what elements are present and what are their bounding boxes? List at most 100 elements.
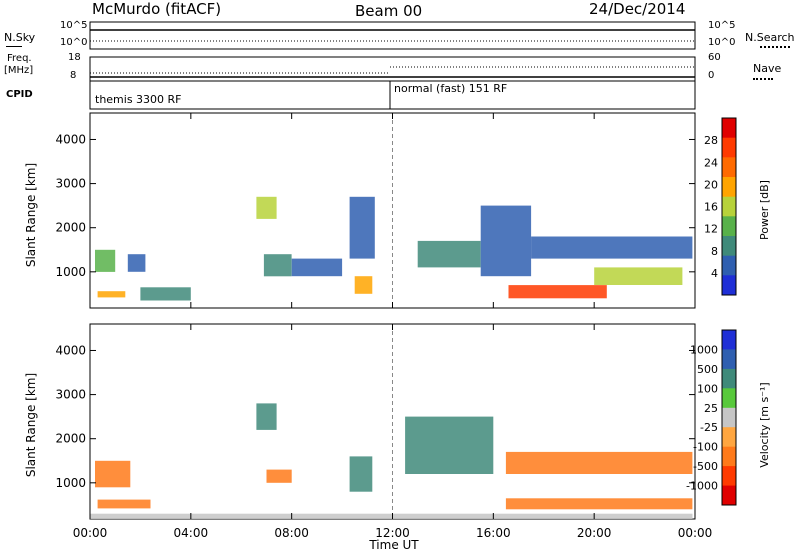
velocity-region	[405, 416, 494, 474]
power-cbar-tick: 20	[704, 178, 718, 191]
power-cbar-tick: 8	[711, 245, 718, 258]
power-cbar-tick: 4	[711, 267, 718, 280]
power-cbar-swatch	[722, 137, 736, 158]
power-region	[349, 196, 375, 259]
power-region	[594, 267, 683, 285]
nsky-legend-line	[6, 46, 22, 47]
power-cbar-swatch	[722, 236, 736, 257]
cpid-segment-1: themis 3300 RF	[95, 93, 182, 106]
velocity-ytick-label: 1000	[55, 476, 86, 490]
velocity-cbar-swatch	[722, 427, 736, 448]
nave-legend-line	[753, 78, 773, 80]
x-tick-label: 00:00	[73, 526, 108, 540]
nsearch-label: N.Search	[745, 31, 795, 44]
velocity-colorbar: 1000 500 100 25 -25 -100 -500 -1000	[686, 329, 737, 506]
power-region	[480, 205, 532, 277]
nsky-tick-bottom: 10^0	[60, 37, 88, 48]
velocity-region	[95, 460, 131, 488]
velocity-cbar-tick: 1000	[690, 343, 718, 356]
power-cbar-swatch	[722, 196, 736, 217]
nave-tick-top: 60	[708, 52, 721, 63]
nsky-strip-frame	[89, 21, 696, 50]
power-ytick-label: 4000	[55, 132, 86, 146]
velocity-ytick-label: 2000	[55, 432, 86, 446]
velocity-cbar-tick: -1000	[686, 480, 718, 493]
x-tick-label: 08:00	[274, 526, 309, 540]
nsearch-tick-bottom: 10^0	[708, 37, 736, 48]
nsearch-legend-line	[760, 46, 790, 48]
station-title: McMurdo (fitACF)	[92, 0, 222, 18]
power-cbar-tick: 24	[704, 156, 718, 169]
velocity-cbar-tick: 25	[704, 402, 718, 415]
power-region	[95, 249, 116, 272]
power-region	[508, 285, 607, 299]
power-ylabel: Slant Range [km]	[24, 163, 38, 267]
x-tick-label: 20:00	[577, 526, 612, 540]
power-cbar-label: Power [dB]	[758, 180, 771, 240]
power-cbar-swatch	[722, 177, 736, 198]
velocity-cbar-swatch	[722, 485, 736, 506]
velocity-ytick-label: 4000	[55, 343, 86, 357]
x-axis-label: Time UT	[368, 538, 419, 552]
velocity-region	[266, 469, 292, 483]
power-ytick-label: 3000	[55, 177, 86, 191]
velocity-cbar-label: Velocity [m s⁻¹]	[758, 382, 771, 467]
power-cbar-frame	[721, 117, 737, 296]
velocity-cbar-tick: -100	[693, 441, 718, 454]
velocity-cbar-swatch	[722, 330, 736, 350]
power-cbar-swatch	[722, 216, 736, 237]
power-colorbar: 4 8 12 16 20 24 28	[704, 117, 737, 296]
velocity-cbar-swatch	[722, 349, 736, 370]
power-region	[140, 287, 191, 301]
beam-title: Beam 00	[355, 2, 423, 20]
velocity-ytick-label: 3000	[55, 388, 86, 402]
velocity-cbar-tick: 100	[697, 382, 718, 395]
power-cbar-swatch	[722, 275, 736, 296]
power-cbar-swatch	[722, 157, 736, 178]
power-region	[531, 236, 693, 259]
power-region	[256, 196, 277, 219]
freq-unit-label: [MHz]	[4, 65, 34, 76]
velocity-region	[349, 456, 373, 492]
cpid-strip-frame	[89, 80, 696, 110]
power-panel: 1000 2000 3000 4000	[55, 112, 696, 309]
x-tick-label: 04:00	[174, 526, 209, 540]
velocity-region	[256, 403, 277, 430]
velocity-panel: 1000 2000 3000 4000 00:00 04:00 08:00 12:00 16:0…	[55, 323, 713, 540]
velocity-cbar-swatch	[722, 407, 736, 428]
power-region	[291, 258, 343, 277]
x-tick-label: 12:00	[375, 526, 410, 540]
velocity-cbar-swatch	[722, 466, 736, 486]
power-cbar-tick: 16	[704, 201, 718, 214]
power-cbar-tick: 12	[704, 223, 718, 236]
velocity-region	[90, 513, 693, 519]
nsky-label: N.Sky	[4, 31, 36, 44]
x-tick-label: 00:00	[678, 526, 713, 540]
cpid-segment-2: normal (fast) 151 RF	[394, 82, 508, 95]
velocity-region	[505, 451, 693, 474]
velocity-cbar-tick: 500	[697, 363, 718, 376]
power-cbar-swatch	[722, 255, 736, 276]
velocity-cbar-tick: -25	[700, 421, 718, 434]
power-ytick-label: 2000	[55, 221, 86, 235]
nsky-tick-top: 10^5	[60, 20, 88, 31]
power-region	[127, 254, 146, 272]
nave-tick-bottom: 0	[708, 70, 715, 81]
velocity-cbar-swatch	[722, 446, 736, 467]
nave-label: Nave	[753, 62, 782, 75]
cpid-label: CPID	[6, 89, 33, 100]
freq-label: Freq.	[7, 53, 32, 64]
power-cbar-swatch	[722, 118, 736, 139]
power-cbar-tick: 28	[704, 134, 718, 147]
velocity-cbar-swatch	[722, 388, 736, 409]
freq-tick-bottom: 8	[70, 70, 77, 81]
freq-tick-top: 18	[68, 52, 81, 63]
x-tick-label: 16:00	[476, 526, 511, 540]
velocity-cbar-swatch	[722, 368, 736, 389]
power-region	[263, 254, 292, 277]
velocity-region	[97, 499, 151, 509]
velocity-cbar-frame	[721, 329, 737, 506]
velocity-cbar-tick: -500	[693, 460, 718, 473]
date-title: 24/Dec/2014	[589, 0, 686, 18]
